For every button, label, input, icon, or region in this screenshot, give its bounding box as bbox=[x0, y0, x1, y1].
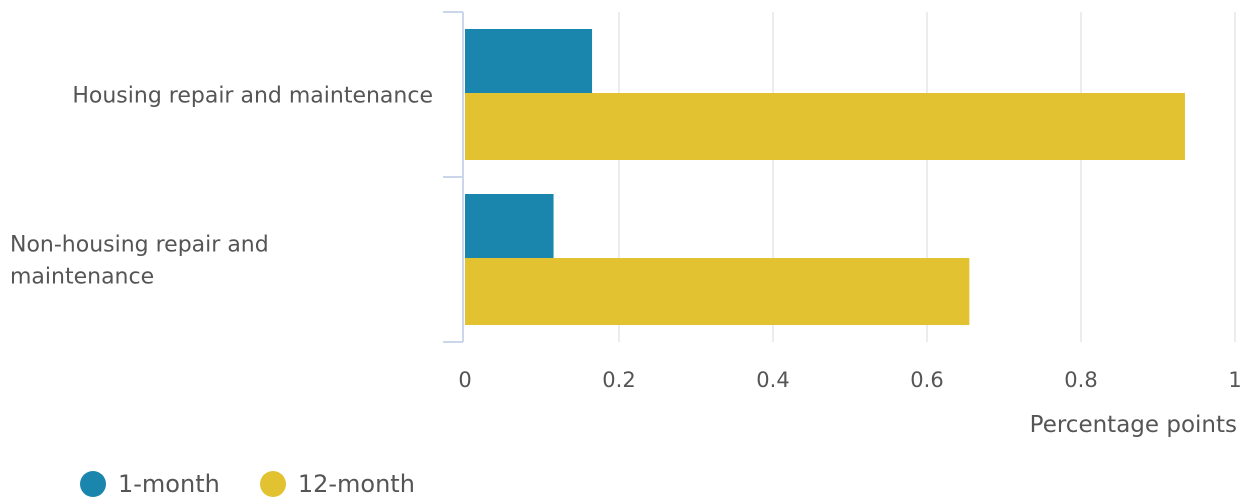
x-tick-label: 0 bbox=[458, 368, 471, 392]
legend: 1-month 12-month bbox=[80, 470, 415, 498]
legend-item-12-month[interactable]: 12-month bbox=[259, 470, 415, 498]
legend-swatch-1-month bbox=[80, 471, 106, 497]
bar-1-month bbox=[465, 194, 554, 258]
x-tick-label: 0.2 bbox=[602, 368, 635, 392]
category-label: Housing repair and maintenance bbox=[72, 84, 433, 109]
bar-12-month bbox=[465, 258, 970, 325]
x-tick-label: 0.8 bbox=[1064, 368, 1097, 392]
legend-item-1-month[interactable]: 1-month bbox=[80, 470, 220, 498]
legend-swatch-12-month bbox=[259, 471, 286, 497]
category-label-line: Housing repair and maintenance bbox=[72, 84, 433, 109]
category-label: Non-housing repair and maintenance bbox=[10, 233, 269, 290]
bar-12-month bbox=[465, 93, 1185, 160]
x-tick-label: 0.4 bbox=[756, 368, 789, 392]
legend-label-12-month: 12-month bbox=[297, 470, 415, 498]
bar-1-month bbox=[465, 29, 593, 93]
x-tick-label: 0.6 bbox=[910, 368, 943, 392]
x-tick-label: 1 bbox=[1228, 368, 1241, 392]
category-label-line: maintenance bbox=[10, 265, 154, 290]
x-axis-title: Percentage points bbox=[1030, 412, 1237, 438]
legend-label-1-month: 1-month bbox=[118, 470, 220, 498]
category-label-line: Non-housing repair and bbox=[10, 233, 269, 258]
